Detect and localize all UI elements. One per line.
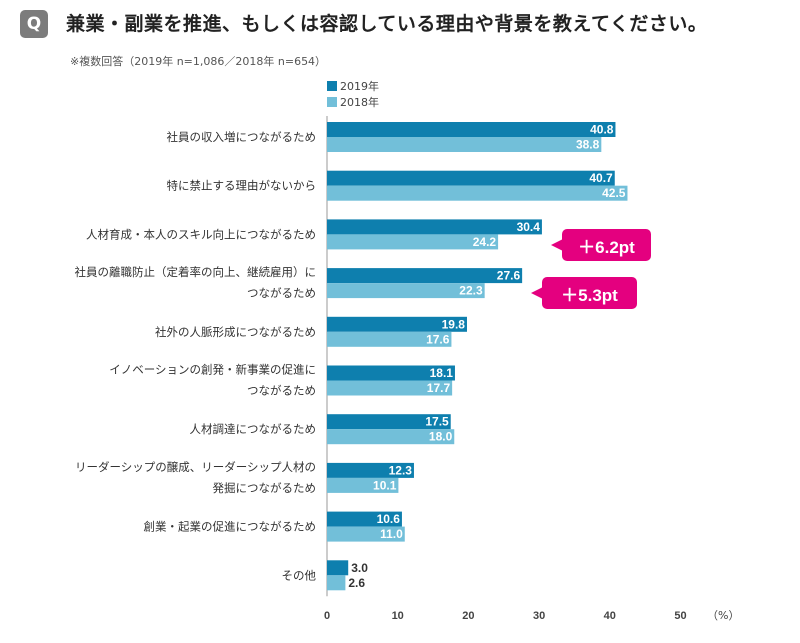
- bar: [327, 575, 346, 591]
- bar: [327, 511, 402, 527]
- x-tick-label: 20: [462, 610, 474, 622]
- bar: [327, 477, 399, 493]
- bar: [327, 234, 499, 250]
- category-label: 特に禁止する理由がないから: [167, 179, 317, 193]
- difference-callout: ＋5.3pt: [531, 277, 637, 309]
- x-tick-label: 0: [324, 610, 330, 622]
- data-label: 17.7: [427, 381, 451, 395]
- category-label: 社員の離職防止（定着率の向上、継続雇用）に: [75, 265, 317, 279]
- data-label: 17.5: [425, 415, 449, 429]
- sample-note: ※複数回答（2019年 n=1,086／2018年 n=654）: [70, 55, 327, 68]
- bar: [327, 283, 485, 299]
- legend-label-2019: 2019年: [340, 80, 379, 93]
- category-label: 創業・起業の促進につながるため: [144, 520, 317, 534]
- data-label: 38.8: [576, 138, 600, 152]
- data-label: 3.0: [351, 561, 368, 575]
- bar: [327, 268, 523, 284]
- legend-swatch-2019: [327, 81, 337, 91]
- x-tick-label: 10: [392, 610, 404, 622]
- chart-legend: 2019年 2018年: [327, 78, 379, 110]
- bar: [327, 122, 616, 137]
- bar: [327, 462, 414, 478]
- category-label: 発掘につながるため: [213, 481, 317, 495]
- x-axis-label: （%）: [707, 609, 739, 622]
- category-label: 社員の収入増につながるため: [167, 130, 317, 144]
- data-label: 27.6: [497, 269, 521, 283]
- page-title: 兼業・副業を推進、もしくは容認している理由や背景を教えてください。: [66, 13, 708, 35]
- category-label: 人材育成・本人のスキル向上につながるため: [86, 227, 316, 241]
- bar: [327, 170, 615, 186]
- bar: [327, 526, 405, 542]
- data-label: 10.1: [373, 478, 397, 492]
- data-label: 11.0: [380, 527, 403, 541]
- bar: [327, 365, 455, 381]
- data-label: 2.6: [348, 576, 365, 590]
- x-tick-label: 40: [604, 610, 616, 622]
- data-label: 24.2: [473, 235, 497, 249]
- bar: [327, 380, 453, 396]
- bar: [327, 414, 451, 430]
- legend-swatch-2018: [327, 97, 337, 107]
- question-badge: Q: [20, 10, 48, 38]
- data-label: 10.6: [377, 512, 401, 526]
- category-label: その他: [282, 568, 317, 582]
- bar: [327, 429, 455, 445]
- bar: [327, 331, 452, 347]
- data-label: 18.1: [430, 366, 454, 380]
- x-tick-label: 50: [674, 610, 686, 622]
- data-label: 22.3: [459, 284, 483, 298]
- bar: [327, 560, 349, 576]
- data-label: 42.5: [602, 186, 626, 200]
- data-label: 12.3: [389, 463, 413, 477]
- data-label: 17.6: [426, 332, 450, 346]
- category-label: リーダーシップの醸成、リーダーシップ人材の: [75, 460, 316, 474]
- category-label: つながるため: [247, 286, 316, 300]
- category-label: 人材調達につながるため: [190, 422, 317, 436]
- legend-item-2019: 2019年: [327, 78, 379, 94]
- category-label: イノベーションの創発・新事業の促進に: [109, 363, 316, 377]
- data-label: 40.8: [590, 123, 614, 137]
- x-tick-label: 30: [533, 610, 545, 622]
- data-label: 18.0: [429, 430, 453, 444]
- difference-callout: ＋6.2pt: [551, 229, 651, 261]
- data-label: 19.8: [442, 317, 466, 331]
- bar: [327, 219, 542, 235]
- data-label: 40.7: [589, 171, 613, 185]
- data-label: 30.4: [517, 220, 541, 234]
- bar: [327, 137, 602, 152]
- bar: [327, 316, 467, 332]
- legend-item-2018: 2018年: [327, 94, 379, 110]
- category-label: 社外の人脈形成につながるため: [155, 325, 316, 339]
- category-label: つながるため: [247, 384, 316, 398]
- bar: [327, 185, 628, 201]
- legend-label-2018: 2018年: [340, 96, 379, 109]
